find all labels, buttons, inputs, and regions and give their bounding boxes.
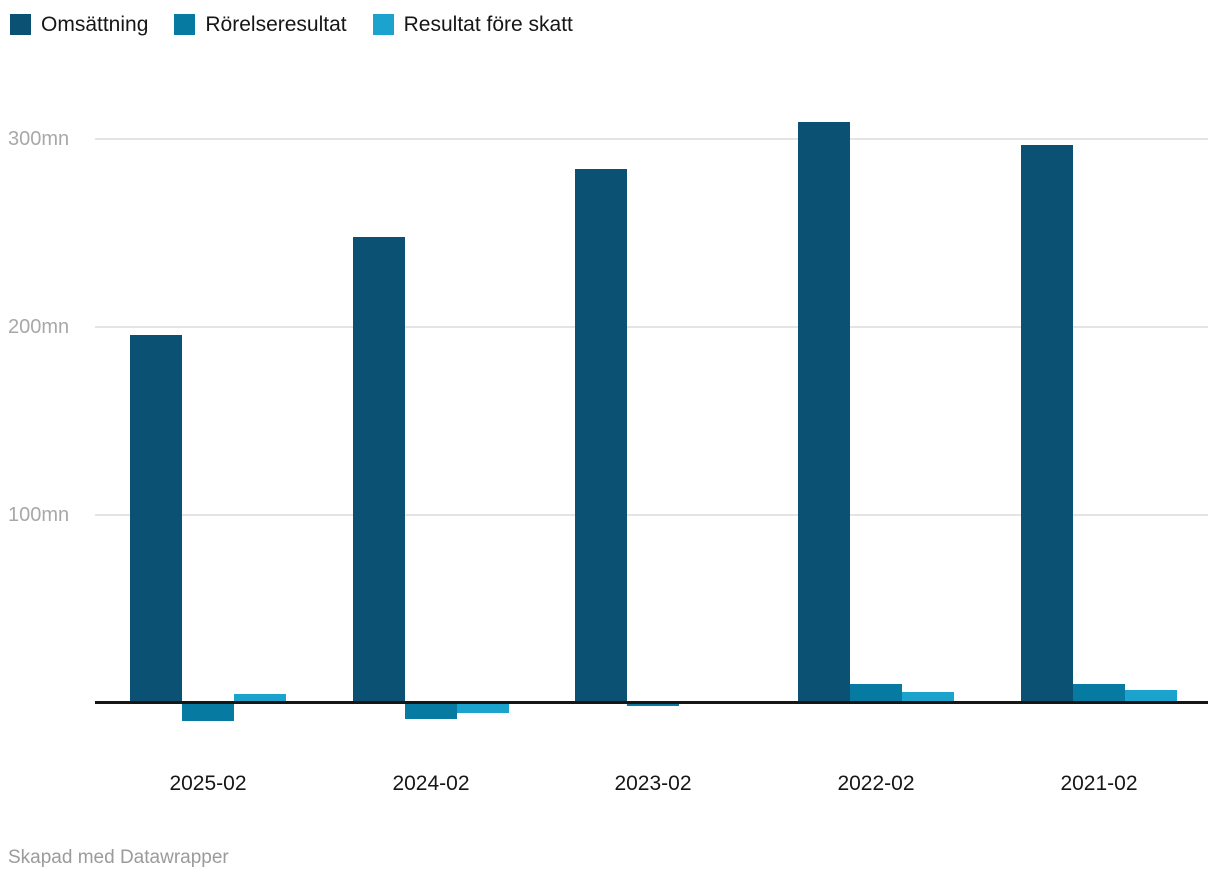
y-tick-label: 300mn (8, 128, 70, 150)
legend-item: Rörelseresultat (174, 13, 347, 36)
legend-swatch (174, 14, 196, 35)
bar (1021, 144, 1073, 703)
legend-swatch (372, 14, 394, 35)
bar (353, 236, 405, 703)
x-axis-line (95, 701, 1208, 704)
bar (182, 704, 234, 721)
y-tick-label: 100mn (8, 504, 70, 526)
bar (850, 684, 902, 703)
legend-item: Omsättning (10, 14, 148, 35)
x-tick-label: 2023-02 (614, 772, 692, 795)
legend-swatch (10, 14, 31, 35)
x-tick-label: 2022-02 (837, 772, 915, 795)
bar (130, 334, 182, 703)
datawrapper-credit: Skapad med Datawrapper (8, 847, 229, 868)
bar (575, 169, 627, 703)
legend-label: Resultat före skatt (403, 13, 573, 36)
x-tick-label: 2025-02 (169, 772, 247, 795)
gridline (95, 138, 1208, 140)
legend-item: Resultat före skatt (372, 13, 573, 36)
legend: Omsättning Rörelseresultat Resultat före s… (10, 14, 573, 35)
gridline (95, 326, 1208, 328)
bar (234, 693, 286, 703)
bar (798, 122, 850, 703)
legend-label: Omsättning (41, 13, 149, 36)
x-tick-label: 2024-02 (392, 772, 470, 795)
bar (627, 704, 679, 706)
bar (1073, 684, 1125, 703)
bar (405, 704, 457, 720)
y-tick-label: 200mn (8, 316, 70, 338)
bar (1125, 689, 1177, 703)
legend-label: Rörelseresultat (205, 13, 347, 36)
x-tick-label: 2021-02 (1060, 772, 1138, 795)
bar (457, 704, 509, 714)
bar (902, 691, 954, 703)
gridline (95, 514, 1208, 516)
